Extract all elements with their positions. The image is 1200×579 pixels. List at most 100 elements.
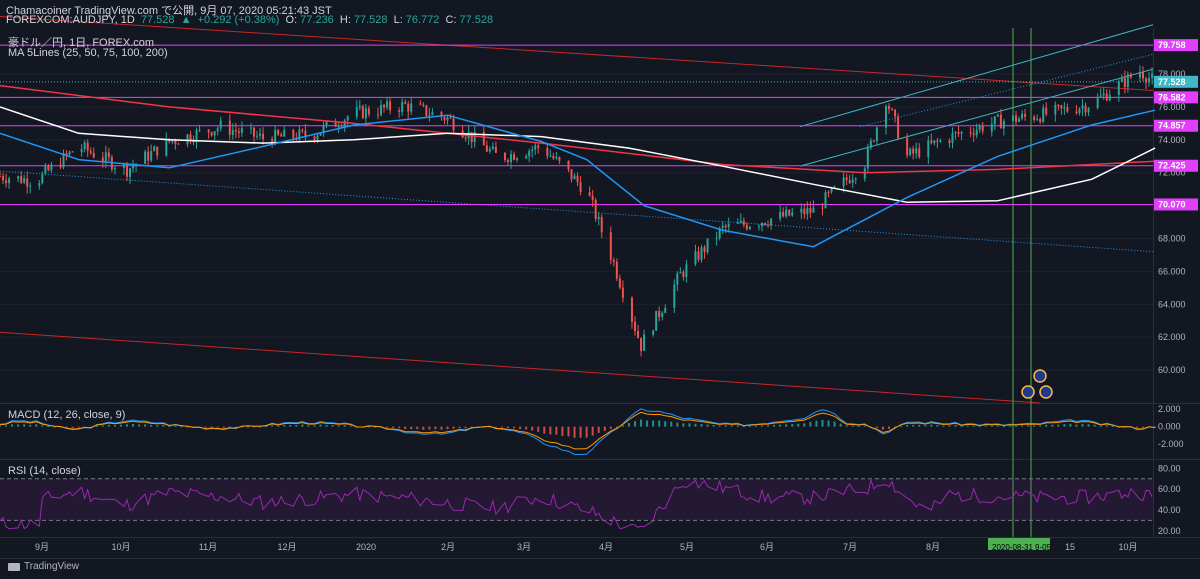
candle-body-57 xyxy=(237,131,240,133)
publish-info: Chamacoiner TradingView.com で公開, 9月 07, … xyxy=(6,2,335,18)
event-flag-icon-2 xyxy=(1039,385,1053,399)
time-tick-12: 15 xyxy=(1065,542,1075,552)
candle-body-208 xyxy=(875,127,878,141)
candle-body-59 xyxy=(249,127,252,129)
candle-body-265 xyxy=(1120,77,1123,82)
macd-bar-141 xyxy=(851,425,854,427)
macd-bar-39 xyxy=(234,426,237,428)
candle-body-20 xyxy=(83,142,86,150)
candle-body-120 xyxy=(506,160,509,163)
candle-body-182 xyxy=(767,224,770,226)
candle-body-170 xyxy=(718,228,721,238)
trendline-upper-red xyxy=(0,15,1154,91)
macd-bar-65 xyxy=(392,426,395,428)
candle-body-263 xyxy=(1108,94,1111,101)
candle-body-102 xyxy=(428,115,431,117)
candle-body-189 xyxy=(800,208,803,213)
candle-body-238 xyxy=(1002,121,1005,129)
candle-body-133 xyxy=(558,157,561,161)
macd-bar-5 xyxy=(29,424,32,427)
candle-body-132 xyxy=(555,157,558,159)
macd-bar-41 xyxy=(246,426,249,428)
macd-bar-61 xyxy=(367,426,370,428)
macd-bar-3 xyxy=(17,424,20,427)
candle-body-244 xyxy=(1033,116,1036,120)
candle-body-92 xyxy=(386,101,389,108)
macd-bar-159 xyxy=(960,425,963,427)
candle-body-242 xyxy=(1021,113,1024,119)
macd-bar-162 xyxy=(978,426,981,428)
candle-body-105 xyxy=(443,117,446,121)
ma-indicator-label[interactable]: MA 5Lines (25, 50, 75, 100, 200) xyxy=(8,47,168,59)
macd-bar-71 xyxy=(428,426,431,430)
candle-body-106 xyxy=(446,117,449,121)
symbol-label: FOREXCOM:AUDJPY, 1D xyxy=(6,14,135,26)
time-tick-11: 8月 xyxy=(926,542,940,552)
macd-bar-118 xyxy=(712,425,715,427)
price-badge-bg-3 xyxy=(1154,119,1198,132)
rsi-line xyxy=(0,478,1153,530)
price-badge-bg-1 xyxy=(1154,75,1198,88)
candle-body-32 xyxy=(132,166,135,169)
macd-bar-120 xyxy=(724,425,727,427)
candle-body-99 xyxy=(419,103,422,105)
rsi-band-fill xyxy=(0,478,1153,521)
candle-body-53 xyxy=(219,120,222,129)
rsi-tick-0: 80.00 xyxy=(1158,463,1181,473)
macd-bar-96 xyxy=(579,426,582,438)
candle-body-248 xyxy=(1045,107,1048,115)
publish-line: Chamacoiner TradingView.com で公開, 9月 07, … xyxy=(6,5,332,17)
price-badge-bg-0 xyxy=(1154,39,1198,52)
rsi-label[interactable]: RSI (14, close) xyxy=(8,465,81,477)
macd-bar-99 xyxy=(597,426,600,433)
candle-body-64 xyxy=(271,139,274,145)
macd-bar-163 xyxy=(984,425,987,427)
macd-bar-43 xyxy=(259,426,262,428)
macd-tick-0: 2.000 xyxy=(1158,404,1181,414)
rsi-tick-3: 20.00 xyxy=(1158,526,1181,536)
macd-bar-145 xyxy=(875,426,878,428)
candle-body-52 xyxy=(216,128,219,132)
open-value: 77.236 xyxy=(300,14,334,26)
candle-body-139 xyxy=(588,192,591,196)
candle-body-11 xyxy=(44,166,47,174)
candle-body-91 xyxy=(383,104,386,108)
macd-bar-36 xyxy=(216,426,219,428)
candle-body-137 xyxy=(576,175,579,182)
candle-body-169 xyxy=(715,237,718,239)
candle-body-118 xyxy=(494,146,497,153)
macd-bar-76 xyxy=(458,426,461,429)
macd-signal-line xyxy=(0,411,1156,450)
candle-body-45 xyxy=(189,134,192,142)
candle-body-254 xyxy=(1075,111,1078,114)
macd-bar-140 xyxy=(845,425,848,427)
candle-body-211 xyxy=(891,109,894,111)
candle-body-77 xyxy=(322,125,325,133)
candle-body-234 xyxy=(990,124,993,132)
candle-body-259 xyxy=(1096,97,1099,109)
candle-body-270 xyxy=(1141,71,1144,79)
macd-bar-46 xyxy=(277,425,280,427)
macd-bar-116 xyxy=(700,424,703,427)
macd-bar-78 xyxy=(470,426,473,428)
macd-bar-70 xyxy=(422,426,425,430)
candle-body-153 xyxy=(643,334,646,351)
macd-bar-150 xyxy=(906,424,909,427)
macd-bar-8 xyxy=(47,426,50,428)
candle-body-201 xyxy=(848,180,851,183)
candle-body-149 xyxy=(630,297,633,322)
candle-body-222 xyxy=(936,140,939,142)
macd-bar-103 xyxy=(621,425,624,427)
candle-body-179 xyxy=(757,226,760,228)
macd-label[interactable]: MACD (12, 26, close, 9) xyxy=(8,409,126,421)
macd-bar-52 xyxy=(313,425,316,427)
candle-body-261 xyxy=(1102,93,1105,96)
macd-bar-113 xyxy=(682,423,685,427)
candle-body-271 xyxy=(1145,78,1148,83)
candle-body-230 xyxy=(972,133,975,136)
candle-body-174 xyxy=(736,222,739,224)
candle-body-206 xyxy=(869,140,872,148)
event-flag-icon-0 xyxy=(1033,369,1047,383)
macd-bar-10 xyxy=(59,426,62,428)
